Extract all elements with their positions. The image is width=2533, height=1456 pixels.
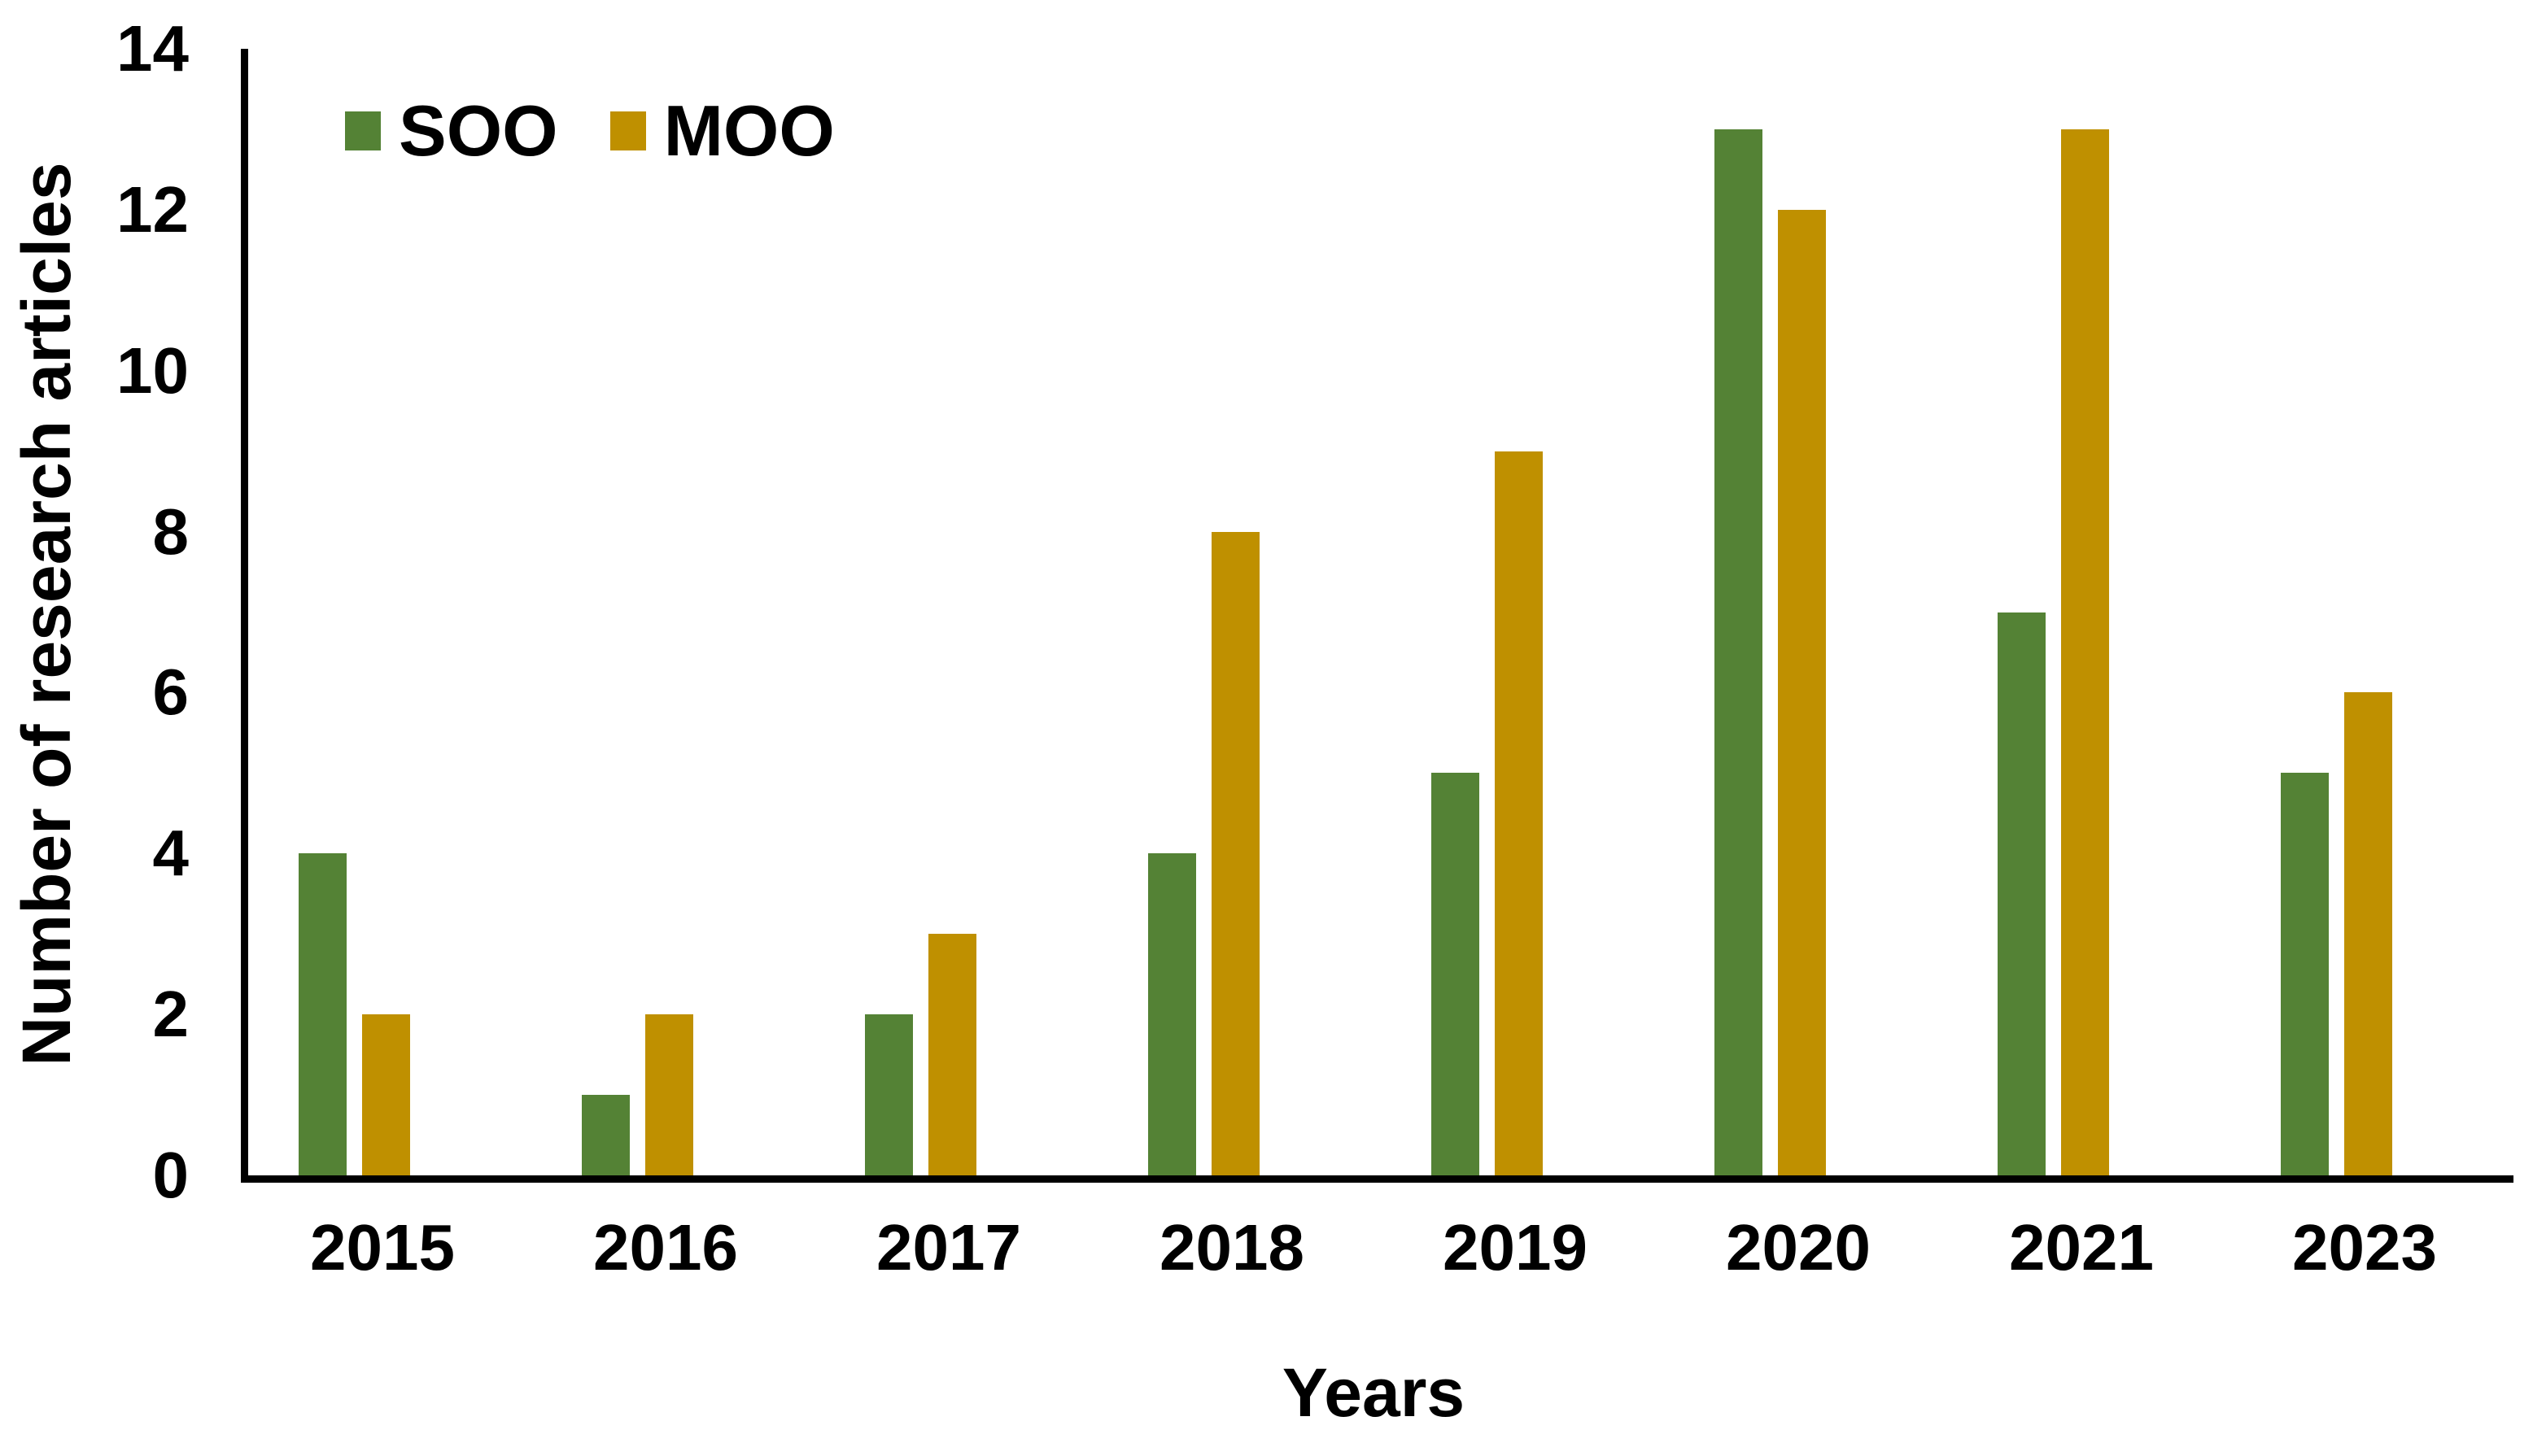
moo-legend-label: MOO xyxy=(663,90,835,171)
bar-2021-moo xyxy=(2060,129,2109,1175)
legend-item-moo: MOO xyxy=(609,90,835,171)
y-tick-0: 0 xyxy=(152,1139,190,1211)
x-tick-2019: 2019 xyxy=(1443,1211,1587,1284)
x-tick-2018: 2018 xyxy=(1160,1211,1304,1284)
bar-2018-moo xyxy=(1211,531,1260,1175)
y-tick-10: 10 xyxy=(116,333,189,407)
bar-2023-moo xyxy=(2343,692,2392,1175)
x-tick-2023: 2023 xyxy=(2292,1211,2437,1284)
x-tick-2020: 2020 xyxy=(1726,1211,1871,1284)
x-tick-2021: 2021 xyxy=(2009,1211,2154,1284)
bar-2023-soo xyxy=(2280,773,2329,1175)
bar-2019-moo xyxy=(1494,451,1543,1175)
legend: SOO MOO xyxy=(345,95,835,167)
y-tick-8: 8 xyxy=(152,495,190,568)
y-tick-4: 4 xyxy=(152,817,190,890)
x-tick-2015: 2015 xyxy=(310,1211,455,1284)
bar-2020-moo xyxy=(1777,209,1826,1175)
bar-2020-soo xyxy=(1714,129,1762,1175)
soo-legend-swatch xyxy=(345,111,381,150)
plot-area xyxy=(241,49,2513,1183)
x-axis-title: Years xyxy=(1282,1354,1465,1431)
y-tick-2: 2 xyxy=(152,978,190,1051)
bar-2015-soo xyxy=(298,853,347,1175)
moo-legend-swatch xyxy=(609,111,646,150)
y-tick-14: 14 xyxy=(116,12,189,85)
legend-item-soo: SOO xyxy=(345,95,558,167)
bar-2018-soo xyxy=(1147,853,1196,1175)
bar-2015-moo xyxy=(361,1014,410,1175)
bar-2019-soo xyxy=(1430,773,1479,1175)
bar-2021-soo xyxy=(1997,612,2046,1175)
y-tick-12: 12 xyxy=(116,172,189,246)
x-tick-2016: 2016 xyxy=(593,1211,738,1284)
bar-2016-soo xyxy=(581,1095,630,1175)
bar-2017-moo xyxy=(928,934,976,1175)
y-tick-6: 6 xyxy=(152,656,190,729)
bar-2016-moo xyxy=(644,1014,693,1175)
bar-2017-soo xyxy=(864,1014,913,1175)
soo-legend-label: SOO xyxy=(399,90,558,171)
x-tick-2017: 2017 xyxy=(876,1211,1021,1284)
